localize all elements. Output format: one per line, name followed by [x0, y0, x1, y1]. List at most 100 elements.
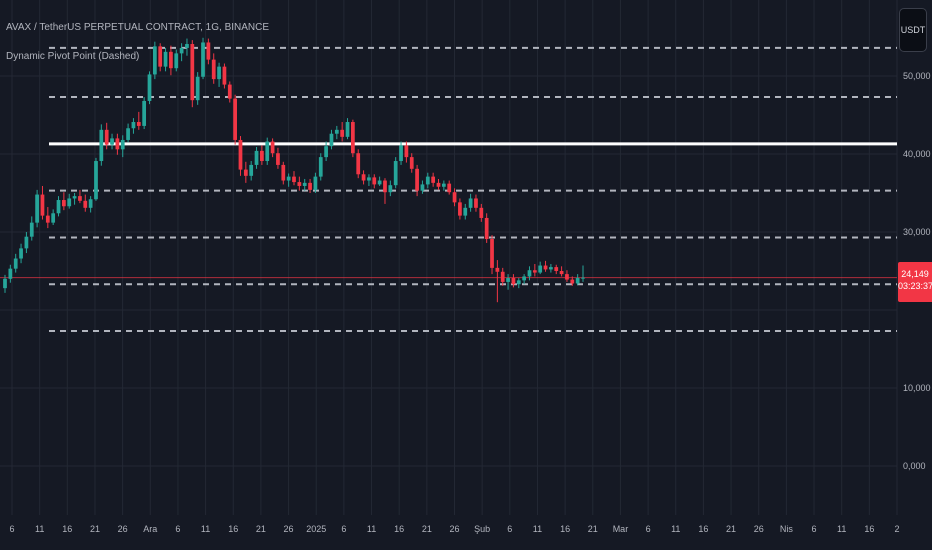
x-tick-label: 11	[533, 524, 542, 534]
candle	[99, 124, 104, 166]
x-tick-label: 21	[726, 524, 736, 534]
candle	[431, 172, 436, 187]
candle	[393, 157, 398, 189]
candle	[554, 264, 559, 275]
candle	[404, 141, 409, 163]
candle	[522, 274, 527, 285]
candle-body	[233, 98, 238, 140]
x-tick-label: 16	[864, 524, 874, 534]
x-tick-label: 16	[394, 524, 404, 534]
candle	[388, 180, 393, 197]
candle-body	[409, 157, 414, 169]
candle-body	[554, 267, 559, 271]
candle-body	[468, 198, 473, 208]
candle	[195, 72, 200, 105]
candle-body	[383, 180, 387, 193]
candle-body	[83, 200, 88, 208]
candle	[260, 145, 264, 165]
candle-body	[436, 182, 441, 187]
candle-body	[420, 184, 425, 191]
candle	[549, 263, 553, 273]
candle	[19, 243, 23, 264]
x-tick-label: Mar	[613, 524, 629, 534]
price-countdown: 03:23:37	[898, 281, 932, 291]
candle	[313, 172, 318, 193]
x-tick-label: 26	[284, 524, 294, 534]
candle	[463, 203, 468, 220]
current-price-tag: 24,149 03:23:37	[898, 262, 932, 302]
candle	[163, 47, 168, 72]
candle	[500, 267, 505, 286]
candle	[340, 122, 345, 142]
candle-body	[115, 138, 120, 150]
x-tick-label: 11	[201, 524, 210, 534]
candle-body	[522, 276, 527, 281]
candle	[538, 261, 543, 275]
candle	[110, 133, 114, 150]
candle-body	[324, 146, 328, 158]
candle	[185, 38, 189, 56]
candle-body	[163, 51, 168, 67]
candle	[436, 178, 441, 190]
currency-button[interactable]: USDT	[899, 8, 927, 52]
candle	[350, 119, 355, 158]
candle-body	[452, 192, 457, 203]
x-tick-label: 16	[228, 524, 238, 534]
candle-body	[511, 278, 516, 285]
candle-body	[516, 280, 521, 285]
grid-layer	[0, 0, 898, 515]
x-tick-label: 26	[118, 524, 128, 534]
candle-body	[538, 265, 543, 273]
candle	[115, 133, 120, 155]
candle-body	[270, 141, 275, 154]
candle-body	[110, 138, 114, 145]
x-tick-label: 21	[588, 524, 598, 534]
candle	[575, 274, 580, 286]
candle	[217, 62, 221, 87]
pivot-levels	[0, 46, 897, 333]
candle-body	[99, 129, 104, 162]
candle	[24, 232, 29, 254]
candle-body	[404, 145, 409, 158]
symbol-title[interactable]: AVAX / TetherUS PERPETUAL CONTRACT, 1G, …	[6, 22, 270, 33]
x-tick-label: 6	[9, 524, 14, 534]
candle	[565, 270, 569, 282]
candle-body	[490, 239, 494, 268]
candle	[329, 129, 334, 150]
indicator-legend[interactable]: Dynamic Pivot Point (Dashed)	[6, 51, 140, 62]
candle	[29, 216, 34, 241]
x-tick-label: Nis	[780, 524, 793, 534]
candle-body	[425, 176, 430, 185]
y-tick-label: 50,000	[903, 71, 931, 81]
candle-body	[126, 128, 130, 140]
y-tick-label: 0,000	[903, 461, 926, 471]
candle	[152, 41, 157, 80]
candle-body	[19, 248, 23, 259]
candle-body	[393, 161, 398, 186]
candle	[516, 278, 521, 289]
candle-body	[334, 129, 339, 134]
x-tick-label: 2	[894, 524, 899, 534]
candle	[142, 97, 147, 130]
candle	[447, 180, 452, 195]
x-tick-label: 16	[62, 524, 72, 534]
candle-body	[575, 278, 580, 284]
candle	[532, 263, 537, 277]
x-tick-label: 21	[422, 524, 432, 534]
candle-body	[45, 215, 50, 223]
x-tick-label: 26	[754, 524, 764, 534]
candle-body	[195, 76, 200, 101]
candle-body	[431, 176, 436, 183]
candle-body	[56, 200, 61, 214]
candle-body	[104, 129, 109, 145]
candle-body	[185, 44, 189, 48]
candle-body	[120, 139, 125, 150]
candle	[126, 123, 130, 143]
candle-body	[308, 182, 312, 190]
y-tick-label: 10,000	[903, 383, 931, 393]
candle	[334, 125, 339, 140]
x-tick-label: 11	[837, 524, 846, 534]
candle	[361, 170, 366, 185]
candle	[265, 137, 270, 165]
